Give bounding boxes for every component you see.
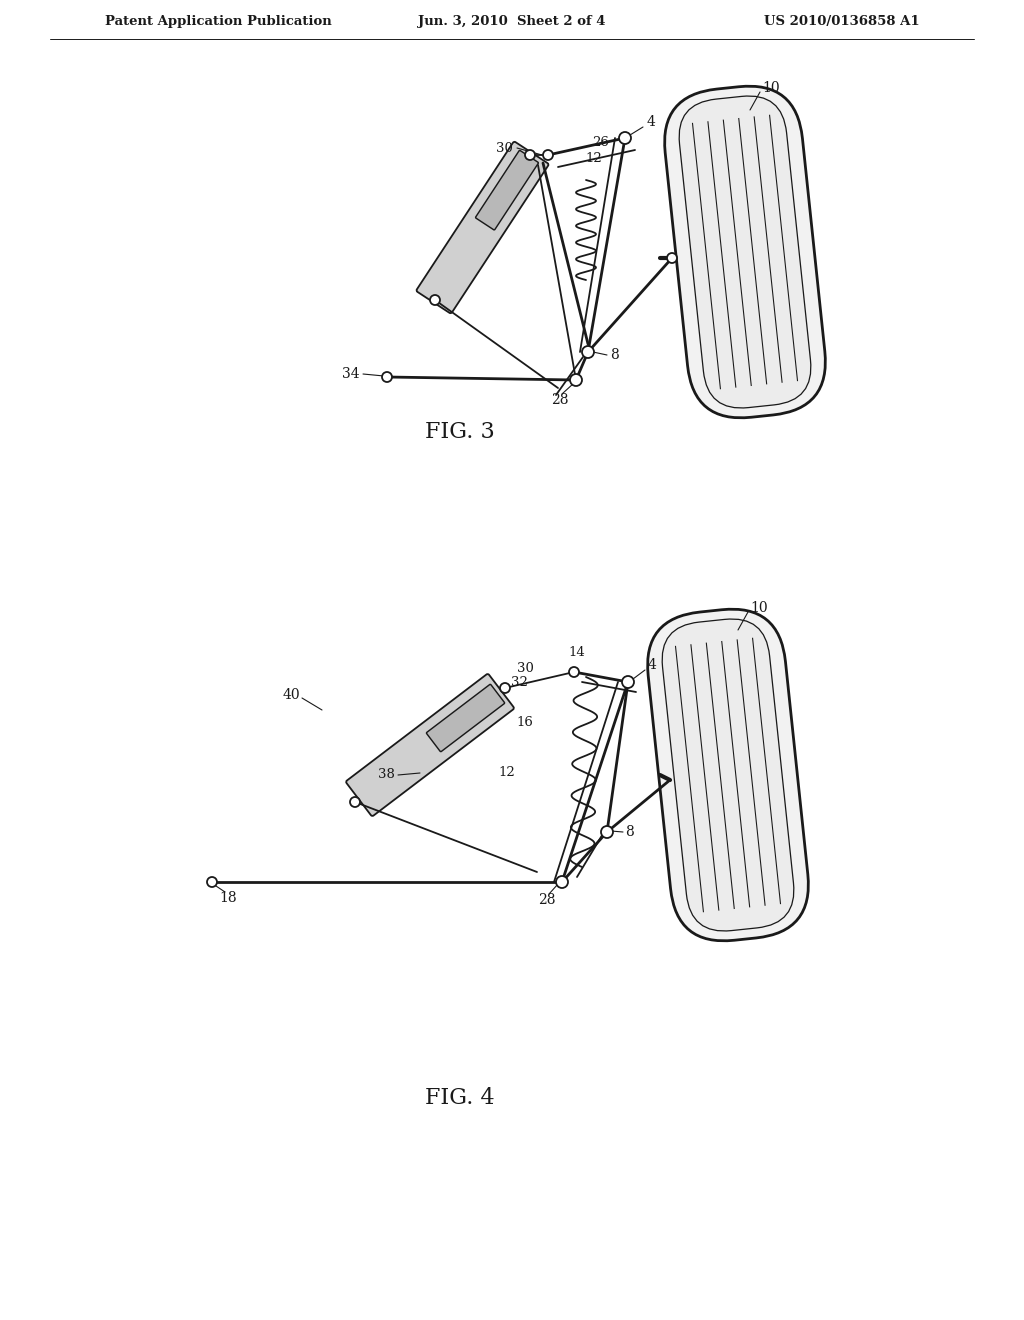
Circle shape [582,346,594,358]
Circle shape [556,876,568,888]
Circle shape [525,150,535,160]
Circle shape [500,682,510,693]
Circle shape [430,294,440,305]
Text: 32: 32 [511,676,528,689]
Text: 12: 12 [499,766,515,779]
FancyBboxPatch shape [346,675,514,816]
Text: 14: 14 [568,645,586,659]
FancyBboxPatch shape [665,86,825,418]
Text: Jun. 3, 2010  Sheet 2 of 4: Jun. 3, 2010 Sheet 2 of 4 [418,16,606,29]
FancyBboxPatch shape [417,141,549,313]
Text: 28: 28 [539,894,556,907]
Circle shape [570,374,582,385]
Circle shape [618,132,631,144]
Text: FIG. 3: FIG. 3 [425,421,495,444]
Text: 30: 30 [496,141,513,154]
Circle shape [207,876,217,887]
Circle shape [543,150,553,160]
Circle shape [350,797,360,807]
Circle shape [382,372,392,381]
Circle shape [667,253,677,263]
Text: 8: 8 [625,825,634,840]
Text: 4: 4 [647,115,656,129]
Text: 10: 10 [762,81,779,95]
Text: 10: 10 [750,601,768,615]
FancyBboxPatch shape [679,96,811,408]
Text: 18: 18 [219,891,237,906]
Text: 30: 30 [517,663,534,676]
Text: 26: 26 [592,136,609,149]
FancyBboxPatch shape [647,609,808,941]
FancyBboxPatch shape [426,684,505,751]
Text: 16: 16 [516,715,534,729]
Text: 38: 38 [378,768,395,781]
Text: 34: 34 [342,367,360,381]
Text: 4: 4 [648,657,656,672]
Text: 28: 28 [551,393,568,407]
Text: FIG. 4: FIG. 4 [425,1086,495,1109]
Text: Patent Application Publication: Patent Application Publication [105,16,332,29]
Text: 12: 12 [585,152,602,165]
FancyBboxPatch shape [663,619,794,931]
Text: 40: 40 [283,688,300,702]
Circle shape [569,667,579,677]
FancyBboxPatch shape [475,150,539,230]
Circle shape [622,676,634,688]
Text: US 2010/0136858 A1: US 2010/0136858 A1 [764,16,920,29]
Text: 8: 8 [610,348,618,362]
Circle shape [601,826,613,838]
